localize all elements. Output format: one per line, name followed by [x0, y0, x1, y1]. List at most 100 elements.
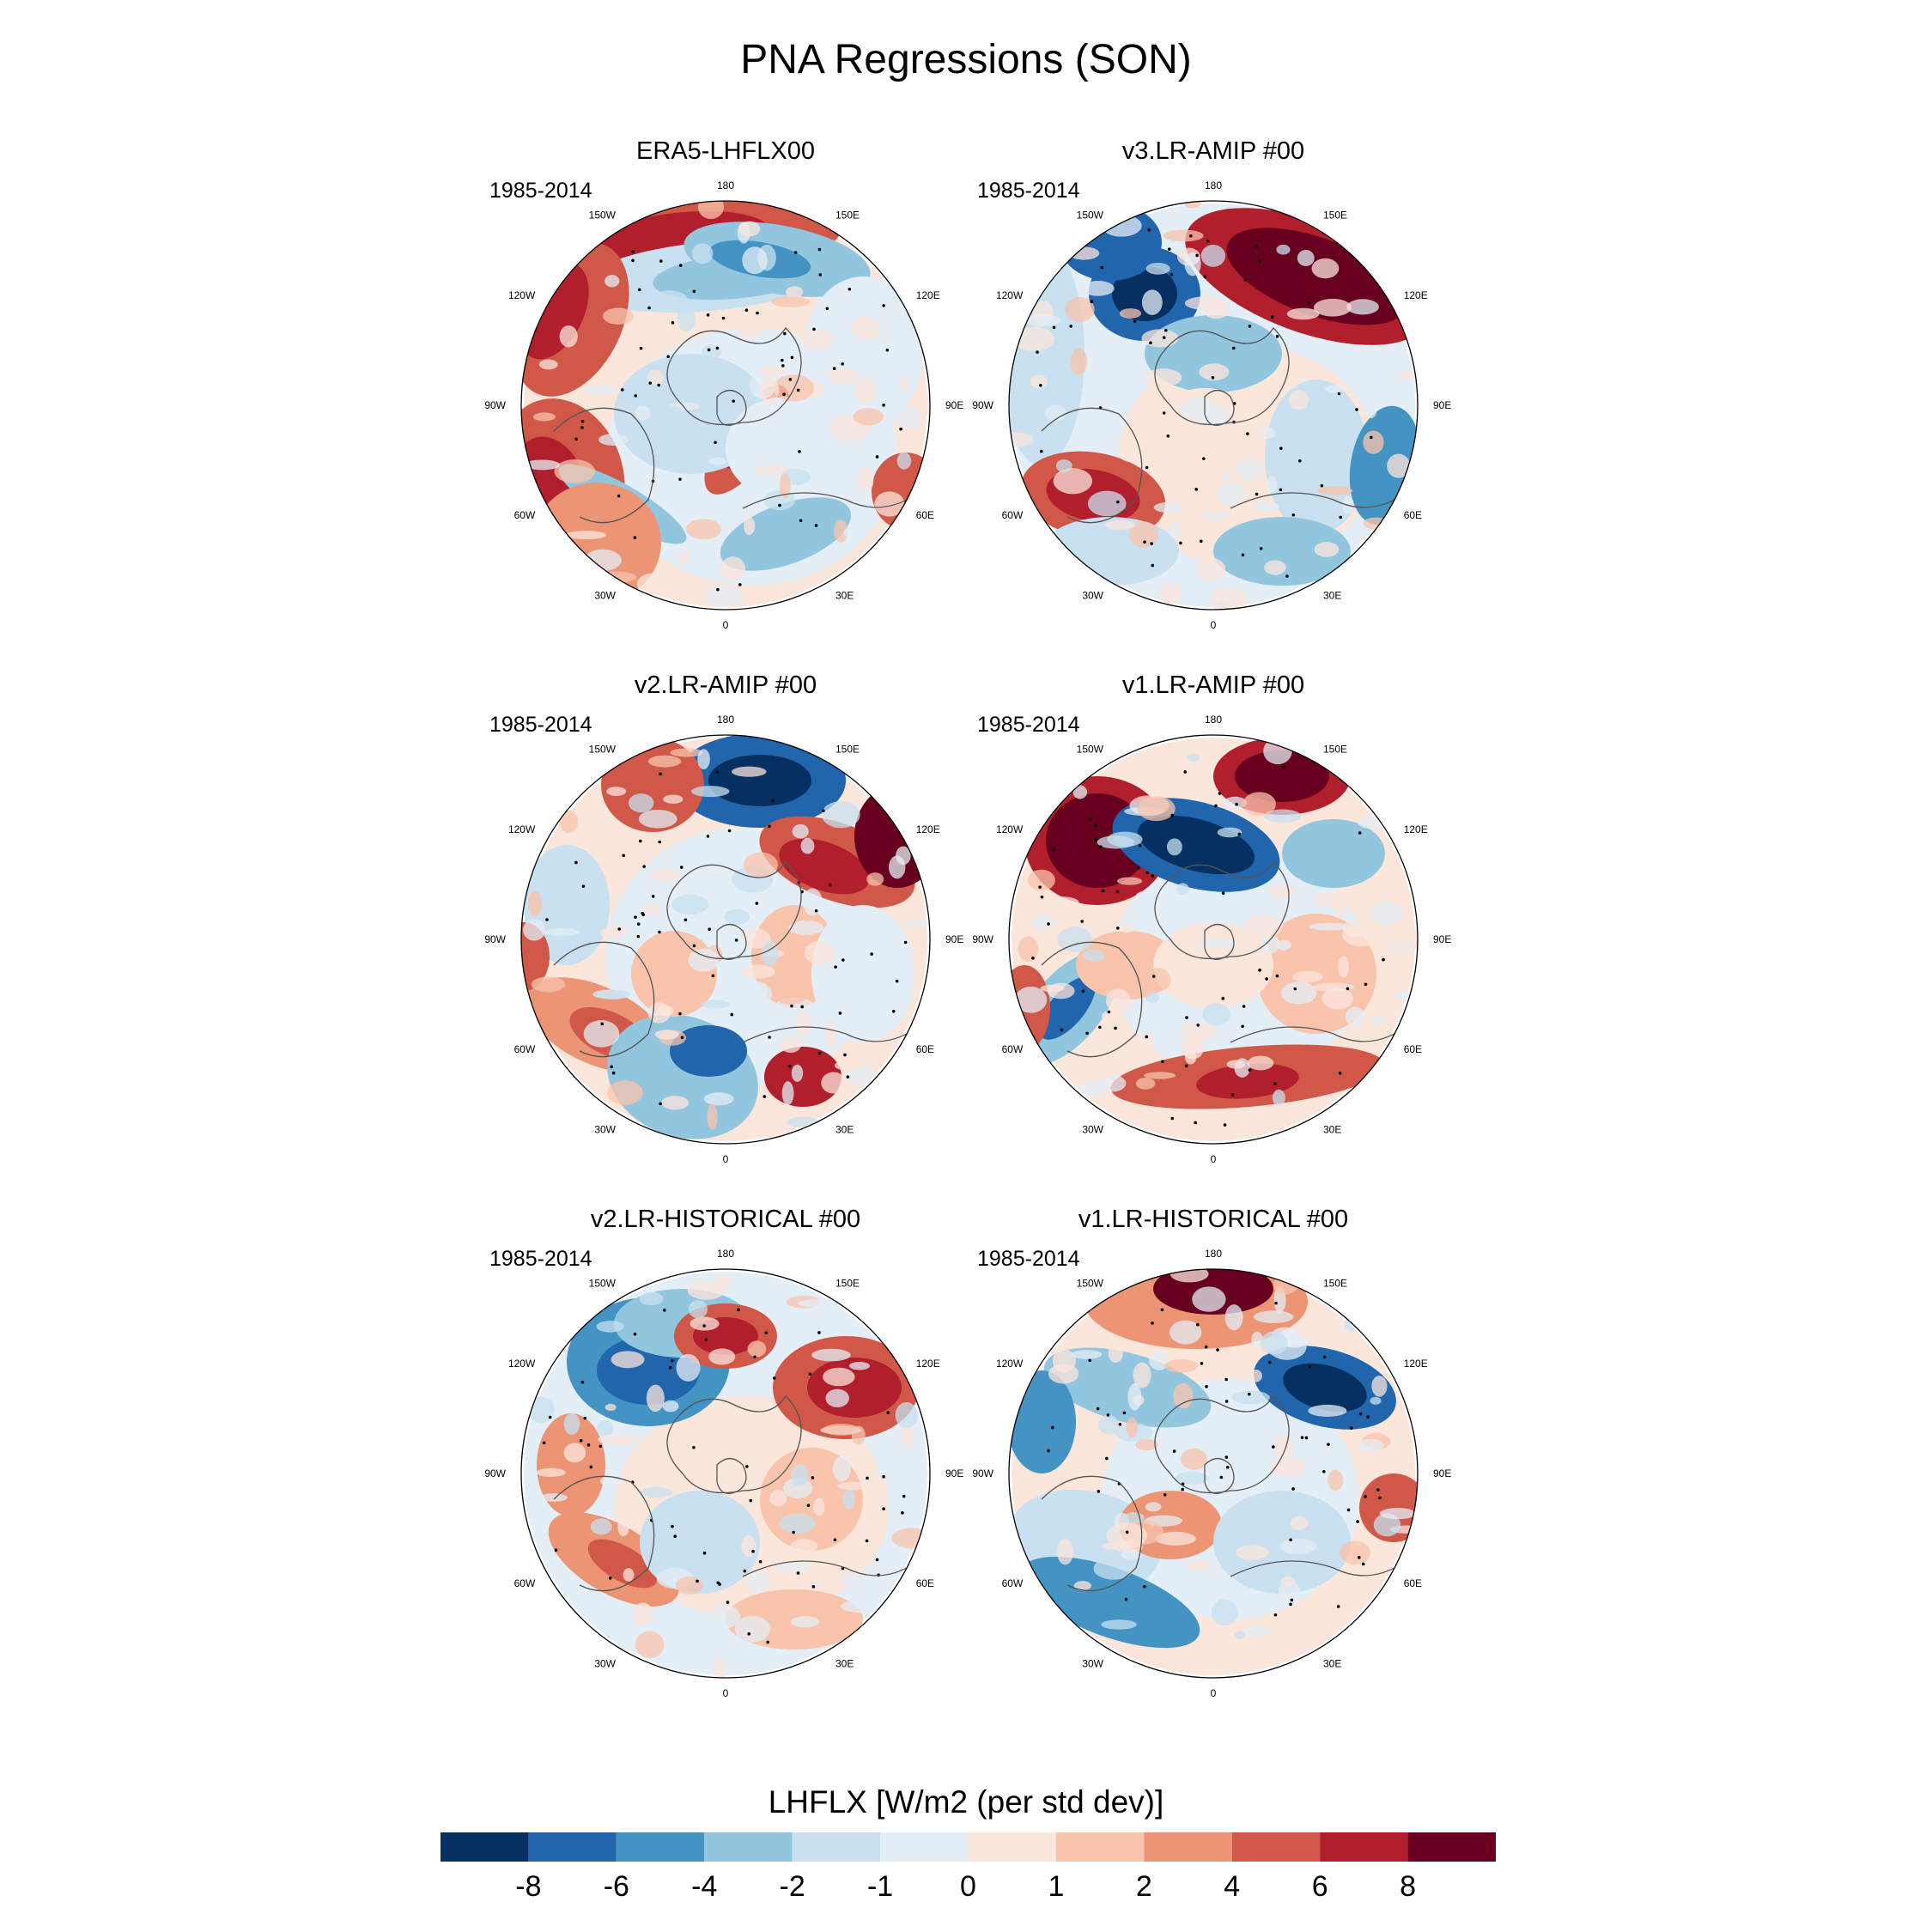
significance-dot: [1145, 871, 1150, 875]
longitude-label: 150W: [1077, 209, 1104, 221]
field-speckle: [539, 1493, 568, 1502]
field-speckle: [1259, 934, 1280, 954]
longitude-label: 90E: [1433, 1467, 1451, 1479]
field-shading: [521, 735, 930, 1141]
field-speckle: [1072, 785, 1088, 799]
field-speckle: [882, 972, 898, 981]
significance-dot: [1052, 325, 1056, 330]
significance-dot: [1194, 488, 1198, 491]
significance-dot: [608, 1577, 612, 1580]
field-speckle: [1244, 914, 1283, 938]
field-speckle: [1346, 299, 1379, 315]
significance-dot: [1199, 539, 1203, 544]
significance-dot: [1258, 969, 1261, 972]
significance-dot: [680, 1036, 684, 1040]
field-speckle: [1081, 280, 1115, 296]
field-speckle: [1122, 1512, 1145, 1524]
field-speckle: [697, 201, 725, 220]
significance-dot: [702, 1324, 706, 1327]
significance-dot: [773, 1376, 776, 1380]
field-speckle: [1268, 883, 1296, 898]
longitude-label: 30W: [594, 1658, 616, 1670]
significance-dot: [814, 524, 818, 527]
significance-dot: [663, 1309, 666, 1312]
field-contour: [1282, 819, 1385, 888]
field-speckle: [846, 1065, 874, 1084]
significance-dot: [737, 1308, 740, 1312]
significance-dot: [1151, 975, 1156, 978]
longitude-label: 60W: [514, 509, 536, 521]
longitude-label: 180: [717, 179, 734, 191]
significance-dot: [678, 477, 682, 481]
field-speckle: [596, 1321, 624, 1333]
significance-dot: [642, 865, 646, 868]
longitude-label: 60W: [1002, 1577, 1024, 1589]
significance-dot: [1205, 1385, 1208, 1388]
field-contour: [1153, 922, 1273, 1008]
significance-dot: [715, 770, 720, 774]
field-speckle: [1316, 486, 1353, 495]
significance-dot: [1289, 1602, 1292, 1607]
field-shading: [524, 1272, 930, 1678]
coastlines: [553, 326, 915, 524]
significance-dot: [778, 503, 781, 507]
significance-dot: [727, 829, 732, 833]
field-speckle: [1027, 869, 1055, 891]
field-contour: [1213, 1491, 1351, 1594]
field-speckle: [1176, 883, 1189, 896]
significance-dot: [1265, 977, 1268, 981]
significance-dot: [799, 519, 803, 523]
field-speckle: [1276, 244, 1291, 255]
significance-dot: [1255, 245, 1259, 249]
field-speckle: [1185, 1559, 1212, 1571]
longitude-label: 0: [1211, 1687, 1217, 1699]
longitude-label: 60E: [916, 1043, 934, 1055]
longitude-label: 60E: [1404, 1043, 1422, 1055]
significance-dot: [788, 378, 793, 381]
significance-dot: [730, 1012, 734, 1017]
field-contour: [1039, 976, 1096, 1040]
significance-dot: [783, 331, 787, 336]
longitude-label: 60E: [1404, 509, 1422, 521]
longitude-label: 150E: [1323, 209, 1347, 221]
colorbar-swatch: [440, 1832, 529, 1862]
significance-dot: [648, 381, 653, 385]
longitude-label: 30E: [1323, 590, 1341, 602]
field-speckle: [1249, 1370, 1262, 1382]
field-speckle: [1073, 1428, 1098, 1454]
significance-dot: [822, 809, 825, 812]
significance-dot: [1133, 319, 1137, 324]
field-speckle: [690, 1316, 720, 1331]
map-panel: v3.LR-AMIP #00 1985-2014 180 150E 120E 90E 60E…: [972, 137, 1451, 631]
significance-dot: [716, 587, 720, 592]
longitude-label: 120E: [1404, 289, 1428, 301]
significance-dot: [581, 884, 586, 888]
longitude-label: 120W: [996, 289, 1024, 301]
significance-dot: [707, 348, 711, 352]
field-speckle: [705, 585, 744, 607]
significance-dot: [692, 944, 696, 948]
significance-dot: [634, 394, 638, 398]
field-speckle: [1184, 252, 1201, 276]
field-contour: [524, 845, 610, 965]
map-boundary: [1008, 200, 1419, 611]
significance-dot: [1100, 265, 1104, 270]
colorbar-tick-label: -4: [691, 1870, 717, 1903]
field-speckle: [1163, 229, 1204, 242]
field-speckle: [1250, 1115, 1272, 1131]
field-contour: [1213, 517, 1351, 586]
significance-dot: [715, 346, 720, 350]
field-speckle: [1137, 796, 1176, 822]
significance-dot: [1273, 1613, 1278, 1617]
field-speckle: [1098, 1414, 1119, 1435]
significance-dot: [1124, 1597, 1128, 1601]
significance-dot: [659, 259, 663, 263]
significance-dot: [1099, 845, 1103, 849]
significance-dot: [622, 854, 626, 858]
field-speckle: [583, 1020, 620, 1048]
significance-dot: [1172, 1449, 1176, 1453]
field-speckle: [670, 748, 703, 757]
field-speckle: [1289, 390, 1309, 410]
significance-dot: [1255, 492, 1259, 496]
significance-dot: [1160, 1308, 1164, 1312]
